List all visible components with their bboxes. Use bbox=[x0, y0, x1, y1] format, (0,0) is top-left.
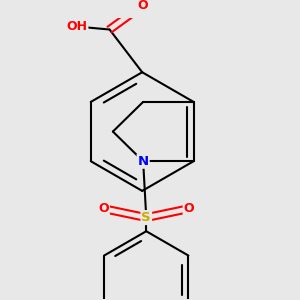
Text: O: O bbox=[137, 0, 148, 12]
Text: O: O bbox=[98, 202, 109, 215]
Text: N: N bbox=[138, 155, 149, 168]
Text: O: O bbox=[184, 202, 194, 215]
Text: OH: OH bbox=[66, 20, 87, 33]
Text: S: S bbox=[142, 211, 151, 224]
